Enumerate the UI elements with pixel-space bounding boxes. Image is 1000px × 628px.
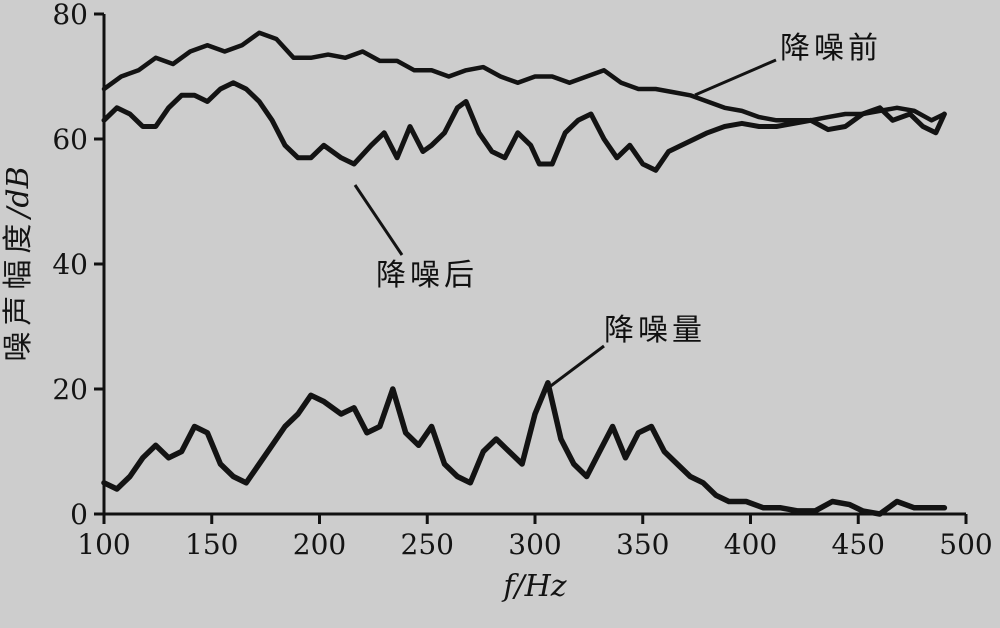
x-tick-label: 150 <box>185 528 238 561</box>
series-reduction-label: 降噪量 <box>604 314 706 347</box>
x-tick-label: 450 <box>832 528 885 561</box>
y-tick-label: 40 <box>52 248 88 281</box>
x-tick-label: 500 <box>939 528 992 561</box>
x-tick-label: 350 <box>616 528 669 561</box>
y-axis-title-cn: 噪声幅度 <box>2 218 35 362</box>
x-tick-label: 300 <box>508 528 561 561</box>
y-tick-label: 80 <box>52 0 88 31</box>
x-tick-label: 200 <box>293 528 346 561</box>
y-tick-label: 20 <box>52 373 88 406</box>
y-axis-title: 噪声幅度/dB <box>1 166 36 361</box>
x-tick-label: 250 <box>401 528 454 561</box>
noise-reduction-chart: 0 20 40 60 80 100 150 200 250 300 350 400 450 500 f/Hz… <box>0 0 1000 628</box>
y-tick-label: 60 <box>52 123 88 156</box>
chart-container: 0 20 40 60 80 100 150 200 250 300 350 400 450 500 f/Hz… <box>0 0 1000 628</box>
y-tick-label: 0 <box>70 498 88 531</box>
x-axis-title: f/Hz <box>501 569 566 604</box>
series-after-label: 降噪后 <box>376 259 478 292</box>
x-axis-title-unit: /Hz <box>512 569 567 604</box>
x-tick-label: 100 <box>77 528 130 561</box>
x-tick-label: 400 <box>724 528 777 561</box>
series-before-label: 降噪前 <box>780 32 882 65</box>
y-axis-title-unit: /dB <box>1 166 36 220</box>
